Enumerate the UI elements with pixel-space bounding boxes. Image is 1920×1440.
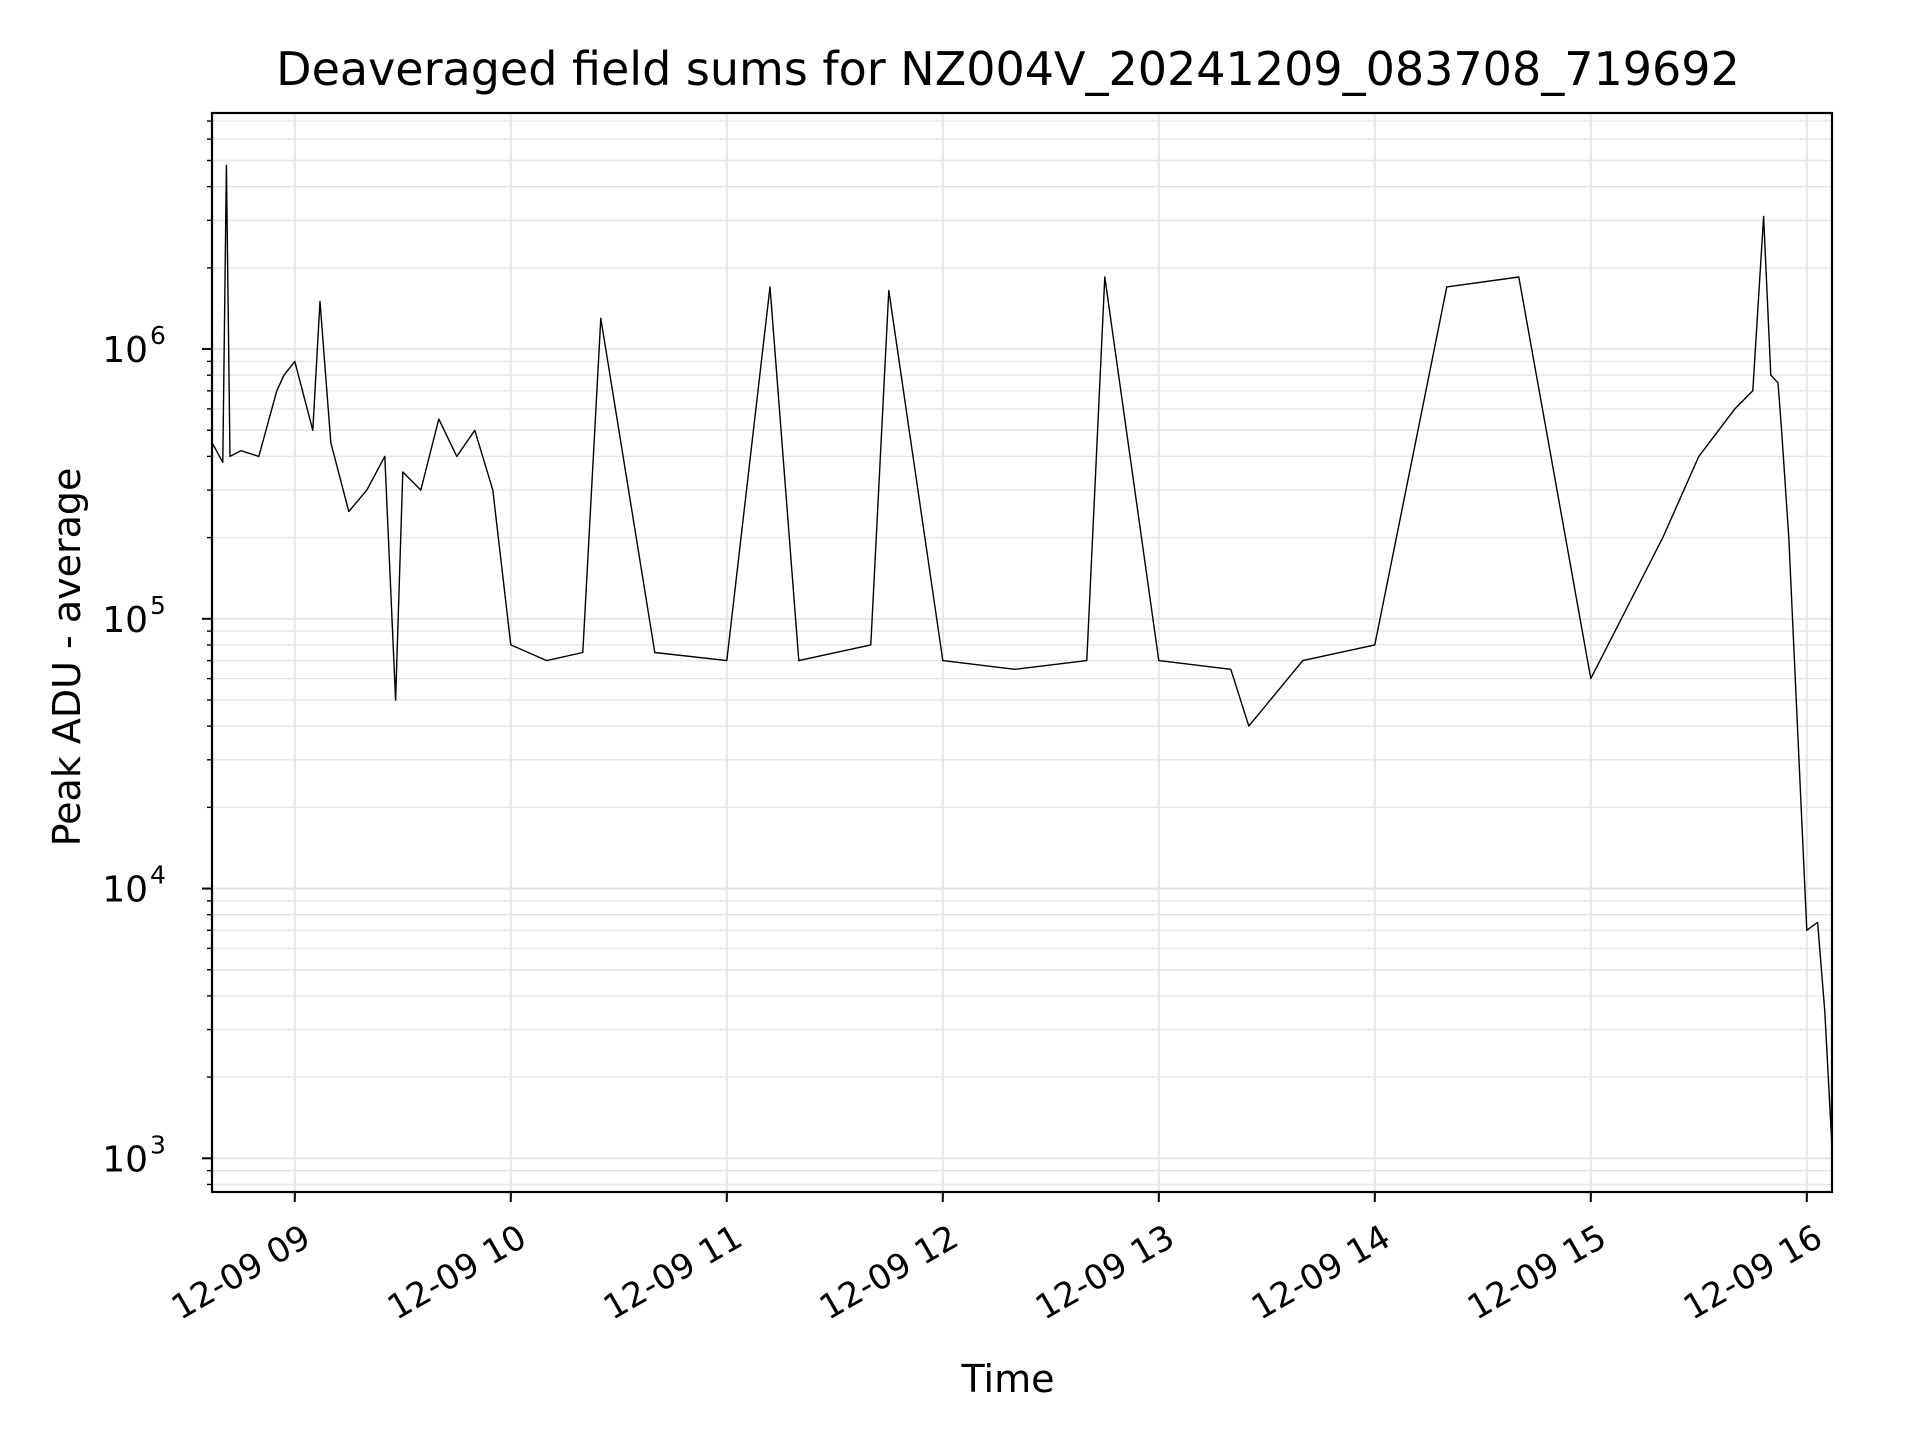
y-tick-label: 10 — [102, 870, 148, 911]
series-line — [211, 164, 1833, 1148]
plot-area-frame — [210, 111, 1834, 1194]
y-tick-label-exponent: 3 — [150, 1130, 166, 1159]
y-axis-label: Peak ADU - average — [45, 468, 89, 847]
y-tick-label: 10 — [102, 1139, 148, 1180]
y-tick-label-exponent: 5 — [150, 591, 166, 620]
y-tick-label-exponent: 4 — [150, 861, 166, 890]
y-tick-label-exponent: 6 — [150, 321, 166, 350]
y-tick-label: 10 — [102, 330, 148, 371]
grid — [212, 113, 1832, 1192]
x-axis-label: Time — [961, 1357, 1055, 1401]
chart-title: Deaveraged field sums for NZ004V_2024120… — [276, 42, 1740, 96]
y-tick-label: 10 — [102, 600, 148, 641]
data-series — [211, 164, 1833, 1148]
